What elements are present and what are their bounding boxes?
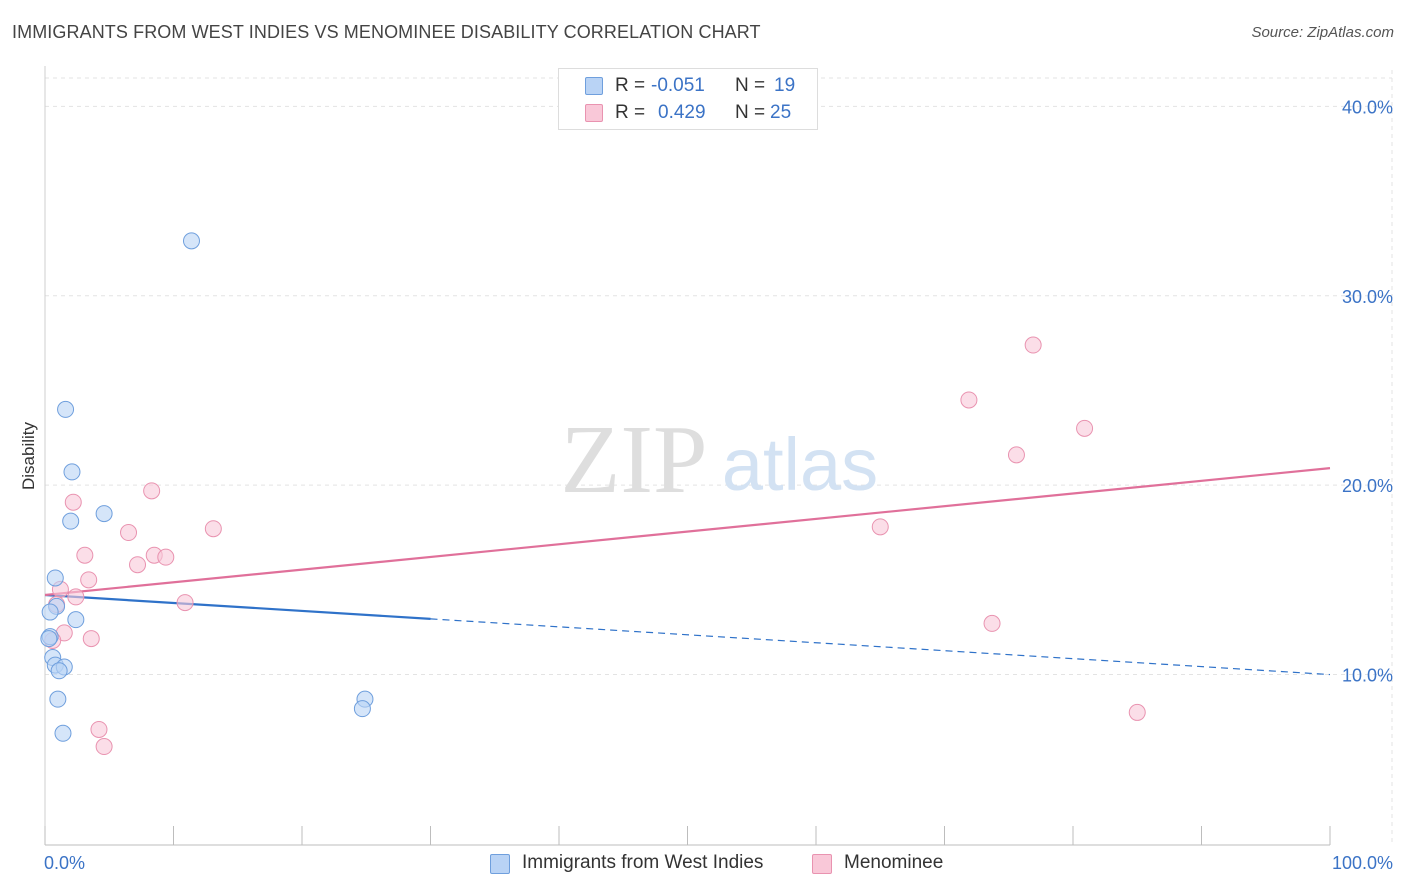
data-point-blue — [63, 463, 81, 481]
data-point-pink — [76, 546, 94, 564]
legend-n-label: N = — [735, 75, 766, 96]
trend-line-blue-dashed — [430, 618, 1331, 676]
data-point-pink — [143, 482, 161, 500]
legend-r-value: -0.051 — [651, 75, 705, 96]
data-point-blue — [182, 232, 200, 250]
tick-labels: 10.0% 20.0% 30.0% 40.0% 0.0% 100.0% — [44, 97, 1393, 873]
y-tick-label: 40.0% — [1342, 97, 1393, 117]
gridlines — [45, 70, 1393, 845]
data-point-blue — [67, 611, 85, 629]
data-point-pink — [129, 556, 147, 574]
legend-n-value: 19 — [774, 75, 796, 96]
data-point-blue — [62, 512, 80, 530]
x-tick-label: 0.0% — [44, 853, 85, 873]
data-point-blue — [54, 724, 72, 742]
trend-line-blue-solid — [44, 593, 431, 620]
bottom-legend-label: Immigrants from West Indies — [522, 852, 764, 873]
data-point-blue — [40, 630, 58, 648]
legend-r-label: R = — [615, 75, 646, 96]
data-point-pink — [1024, 336, 1042, 354]
data-point-blue — [50, 662, 68, 680]
stats-legend: R = -0.051 N = 19 R = 0.429 N = 25 — [558, 68, 818, 130]
y-axis-title: Disability — [19, 421, 38, 490]
data-point-pink — [960, 391, 978, 409]
data-point-blue — [46, 569, 64, 587]
data-point-pink — [204, 520, 222, 538]
y-tick-label: 10.0% — [1342, 666, 1393, 686]
legend-swatch-pink — [585, 104, 603, 122]
data-point-pink — [82, 630, 100, 648]
data-points — [40, 232, 1146, 756]
trend-line-pink — [44, 467, 1331, 597]
data-point-pink — [1128, 703, 1146, 721]
data-point-pink — [983, 614, 1001, 632]
legend-r-label: R = — [615, 102, 646, 123]
y-tick-label: 20.0% — [1342, 476, 1393, 496]
bottom-legend-label: Menominee — [844, 852, 944, 873]
source-label: Source: ZipAtlas.com — [1251, 24, 1394, 41]
watermark-atlas: atlas — [722, 423, 878, 506]
axes — [44, 66, 1331, 846]
data-point-blue — [41, 603, 59, 621]
legend-swatch-blue — [585, 77, 603, 95]
data-point-pink — [871, 518, 889, 536]
watermark: ZIP atlas — [561, 406, 879, 514]
data-point-blue — [57, 400, 75, 418]
legend-r-value: 0.429 — [658, 102, 706, 123]
data-point-pink — [1007, 446, 1025, 464]
chart-title: IMMIGRANTS FROM WEST INDIES VS MENOMINEE… — [12, 22, 761, 42]
y-tick-label: 30.0% — [1342, 287, 1393, 307]
data-point-blue — [49, 690, 67, 708]
data-point-pink — [67, 588, 85, 606]
trend-lines — [44, 467, 1331, 676]
data-point-pink — [157, 548, 175, 566]
data-point-pink — [120, 524, 138, 542]
data-point-blue — [95, 505, 113, 523]
data-point-pink — [80, 571, 98, 589]
bottom-legend-swatch-pink — [812, 854, 832, 874]
data-point-pink — [95, 738, 113, 756]
watermark-zip: ZIP — [561, 406, 708, 514]
legend-n-label: N = — [735, 102, 766, 123]
data-point-pink — [1076, 419, 1094, 437]
data-point-pink — [90, 720, 108, 738]
data-point-blue — [353, 700, 371, 718]
data-point-pink — [64, 493, 82, 511]
x-tick-label: 100.0% — [1332, 853, 1393, 873]
data-point-pink — [176, 594, 194, 612]
bottom-legend-swatch-blue — [490, 854, 510, 874]
legend-n-value: 25 — [770, 102, 792, 123]
